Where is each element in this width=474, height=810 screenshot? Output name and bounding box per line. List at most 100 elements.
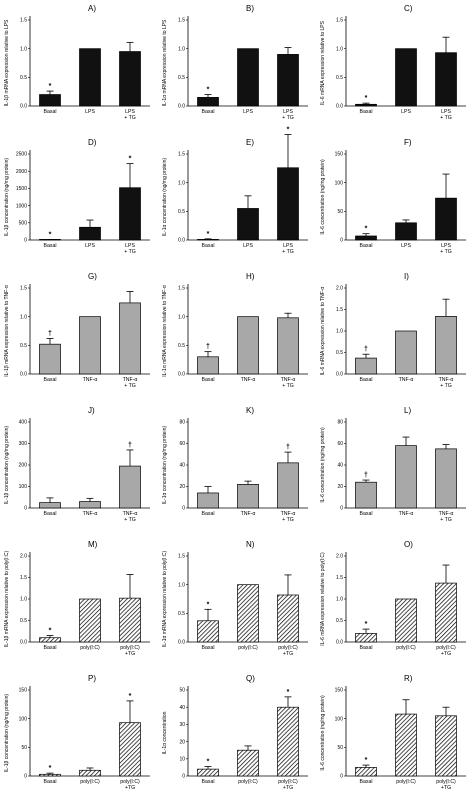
panel-letter: I) (404, 272, 409, 281)
y-tick-label: 0.5 (178, 75, 185, 81)
significance-marker: * (365, 621, 368, 628)
y-tick-label: 0.0 (336, 104, 343, 110)
y-axis-label: IL-6 concentration (ng/mg protein) (320, 695, 326, 771)
significance-marker: † (128, 442, 132, 449)
category-label: poly(I:C) (238, 645, 258, 651)
category-label: poly(I:C) (436, 645, 456, 651)
significance-marker: † (286, 444, 290, 451)
category-label: LPS (441, 109, 451, 115)
bar (237, 749, 259, 777)
category-label: Basal (202, 645, 215, 651)
y-tick-label: 1.0 (336, 46, 343, 52)
category-label: + TG (124, 383, 136, 389)
bar (119, 187, 141, 241)
panel-i: I) IL-6 mRNA expression relative to TNF-α… (320, 272, 466, 389)
y-axis-label: IL-6 mRNA expression relative to poly(I:… (320, 552, 326, 646)
category-label: poly(I:C) (396, 779, 416, 785)
y-axis-label: IL-1β concentration (ng/mg protein) (4, 426, 10, 505)
y-tick-label: 2000 (16, 169, 27, 175)
significance-marker: * (365, 757, 368, 764)
y-axis-label: IL-1α mRNA expression relative to TNF-α (162, 285, 168, 377)
panel-j: J) IL-1β concentration (ng/mg protein) 0 10… (4, 406, 150, 523)
y-tick-label: 60 (337, 441, 343, 447)
bar (79, 316, 101, 375)
y-axis-label: IL-1α concentration (162, 711, 168, 754)
y-tick-label: 0.5 (336, 618, 343, 624)
category-label: TNF-α (399, 511, 414, 517)
panel-p: P) IL-1β concentration (ng/mg protein) 0 50… (4, 674, 150, 791)
significance-marker: * (207, 231, 210, 238)
y-tick-label: 0 (24, 506, 27, 512)
y-tick-label: 1500 (16, 186, 27, 192)
significance-marker: * (129, 693, 132, 700)
y-axis-label: IL-1α concentration (ng/mg protein) (162, 426, 168, 505)
category-label: +TG (283, 651, 293, 657)
bar (435, 715, 457, 777)
y-tick-label: 0 (340, 506, 343, 512)
category-label: LPS (125, 243, 135, 249)
bar (119, 597, 141, 643)
category-label: + TG (282, 115, 294, 121)
significance-marker: † (206, 344, 210, 351)
y-tick-label: 1.5 (178, 554, 185, 560)
bar (197, 239, 219, 241)
y-tick-label: 1.0 (20, 597, 27, 603)
y-tick-label: 0.0 (178, 372, 185, 378)
bar (355, 357, 377, 375)
bar (237, 584, 259, 643)
y-tick-label: 1.5 (20, 18, 27, 24)
category-label: TNF-α (83, 511, 98, 517)
y-tick-label: 20 (337, 484, 343, 490)
y-axis-label: IL-1α concentration (ng/mg protein) (162, 158, 168, 237)
y-tick-label: 0.0 (20, 104, 27, 110)
panel-letter: R) (404, 674, 413, 683)
panel-letter: K) (246, 406, 254, 415)
y-axis-label: IL-1α mRNA expression relative to poly(I… (162, 551, 168, 648)
panel-b: B) IL-1α mRNA expression relative to LPS 0… (162, 4, 308, 121)
category-label: +TG (441, 785, 451, 791)
bar (277, 594, 299, 643)
y-tick-label: 1.0 (178, 582, 185, 588)
category-label: Basal (202, 377, 215, 383)
panel-letter: H) (246, 272, 255, 281)
bar (355, 235, 377, 241)
category-label: TNF-α (281, 511, 296, 517)
bar (395, 48, 417, 107)
y-tick-label: 0 (24, 238, 27, 244)
bar (79, 48, 101, 107)
category-label: Basal (44, 511, 57, 517)
y-tick-label: 40 (337, 463, 343, 469)
bar (79, 598, 101, 643)
y-tick-label: 0.5 (20, 343, 27, 349)
y-tick-label: 0.0 (178, 238, 185, 244)
y-tick-label: 1.5 (20, 575, 27, 581)
bar (119, 465, 141, 509)
y-axis-label: IL-1β concentration (ng/mg protein) (4, 694, 10, 773)
bar (119, 722, 141, 777)
panel-e: E) IL-1α concentration (ng/mg protein) 0.0… (162, 127, 308, 255)
panel-letter: L) (404, 406, 411, 415)
y-tick-label: 0.5 (20, 75, 27, 81)
bar (435, 316, 457, 375)
category-label: Basal (360, 645, 373, 651)
category-label: Basal (44, 109, 57, 115)
panel-letter: A) (88, 4, 96, 13)
y-tick-label: 1.5 (178, 286, 185, 292)
category-label: LPS (401, 109, 411, 115)
significance-marker: * (207, 759, 210, 766)
bar (395, 598, 417, 643)
y-tick-label: 1.5 (336, 575, 343, 581)
panel-c: C) IL-6 mRNA expression relative to LPS 0.… (320, 4, 466, 121)
y-tick-label: 1.5 (336, 307, 343, 313)
category-label: LPS (125, 109, 135, 115)
y-tick-label: 1.0 (336, 329, 343, 335)
bar (39, 773, 61, 777)
significance-marker: * (287, 127, 290, 134)
y-tick-label: 2.0 (336, 554, 343, 560)
category-label: LPS (283, 109, 293, 115)
y-tick-label: 60 (179, 441, 185, 447)
category-label: Basal (360, 779, 373, 785)
y-tick-label: 1.0 (20, 46, 27, 52)
bar (237, 484, 259, 509)
y-tick-label: 2.0 (336, 286, 343, 292)
